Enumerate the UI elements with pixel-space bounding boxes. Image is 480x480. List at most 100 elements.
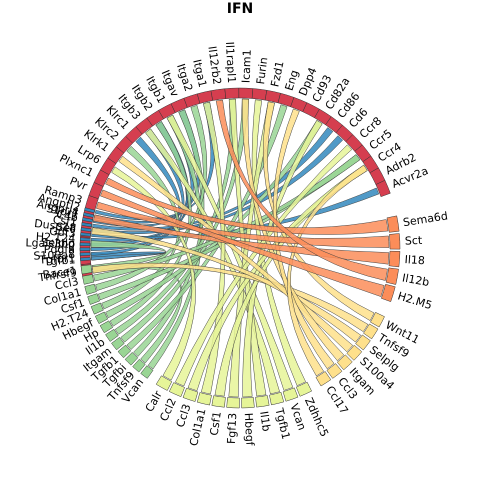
sector-il1rapl1	[224, 87, 240, 99]
sector-il12b	[385, 267, 399, 285]
sector-label: H2.M5	[396, 289, 434, 312]
sector-label: Zdhhc5	[302, 396, 331, 439]
sector-selplg	[355, 334, 371, 351]
sector-h2-t24	[90, 302, 104, 315]
sector-vcan	[282, 387, 299, 402]
sector-il1b	[255, 395, 270, 408]
sector-label: Selplg	[41, 236, 75, 250]
sector-tnfsf9	[363, 323, 379, 340]
sector-acvr2a	[375, 179, 391, 198]
link-tgfb1-to-eng	[126, 104, 288, 350]
sector-label: Ccl3	[54, 275, 80, 293]
sector-label: Il12rb2	[205, 45, 223, 85]
sector-label: C4b	[55, 208, 79, 225]
sector-label: Il1b	[257, 410, 273, 432]
sector-tgfb1	[80, 257, 91, 262]
link-ccl17-to-ccr4	[287, 164, 368, 377]
sector-pdgfa	[79, 247, 91, 251]
sector-label: Sct	[405, 234, 424, 248]
sector-wnt11	[370, 312, 385, 328]
sector-dusp18	[80, 227, 92, 232]
sector-label: Csf1	[52, 213, 78, 230]
link-calr-to-lrp6	[111, 166, 196, 381]
sector-il12rb2	[210, 88, 227, 101]
links-layer	[90, 98, 390, 398]
sector-label: H2.T24	[35, 230, 75, 245]
link-bace1-to-selplg	[90, 240, 166, 272]
sector-label: S1pr1	[45, 202, 79, 221]
sector-label: Il18	[404, 253, 425, 267]
sector-lgals3bp	[79, 242, 91, 247]
sector-bace1	[80, 264, 93, 275]
sector-csf1	[211, 395, 226, 408]
chart-title: IFN	[227, 1, 254, 17]
sector-col1a1	[84, 283, 97, 295]
sector-tnfsf9	[132, 358, 146, 373]
sector-label: Pdgfa	[44, 243, 75, 256]
sector-c4b	[82, 217, 94, 223]
sector-gdf3	[80, 232, 91, 237]
sector-label: Hbegf	[242, 412, 257, 447]
sector-hbegf	[94, 311, 109, 324]
sector-hp	[99, 320, 114, 334]
link-sema6d-to-plxnc1	[105, 177, 389, 235]
sector-h2-t24	[79, 237, 91, 242]
sector-ccl3	[182, 387, 199, 402]
sector-h2-m5	[380, 283, 396, 302]
sector-tgfbi	[124, 352, 139, 366]
sector-zdhhc5	[295, 381, 312, 397]
sector-il1b	[105, 328, 119, 342]
sector-s100a4	[346, 344, 363, 361]
sector-label: Tgfbr1	[38, 251, 76, 266]
sector-label: Tgfb1	[42, 253, 75, 268]
sector-col1a1	[196, 392, 212, 406]
sector-label: Sema6d	[402, 209, 449, 229]
sector-fzd1	[264, 89, 281, 104]
sector-label: Pvr	[68, 174, 90, 193]
sector-fgf13	[226, 397, 240, 409]
sector-label: S100a8	[33, 248, 75, 263]
sector-itgam	[111, 336, 125, 351]
sector-itgam	[336, 354, 353, 371]
sector-ccl17	[315, 371, 332, 387]
sector-s100a8	[79, 252, 91, 257]
sector-sema6d	[386, 215, 400, 233]
link-sct-to-ramp3	[96, 201, 390, 248]
sector-icam1	[238, 87, 254, 99]
sector-ccl2	[168, 382, 185, 398]
sector-tgfb1	[269, 391, 285, 406]
sector-itga1	[196, 90, 214, 104]
link-h2-m5-to-pvr	[100, 189, 385, 297]
sector-label: Csf1	[208, 411, 224, 437]
sector-ccl3	[326, 363, 343, 379]
link-s100a4-to-klrk1	[118, 155, 354, 353]
sector-angptl4	[83, 212, 95, 218]
sector-label: Itga1	[190, 58, 209, 88]
sector-angptl2	[84, 207, 96, 214]
sector-calr	[155, 375, 173, 391]
sector-label: Furin	[254, 56, 270, 85]
sector-tgfb1	[117, 344, 132, 359]
sector-label: Lgals3bp	[25, 236, 75, 250]
sector-label: Fzd1	[268, 60, 286, 88]
sector-label: Il12b	[401, 271, 430, 289]
sector-csf1	[87, 293, 100, 305]
sector-hbegf	[241, 397, 255, 409]
sectors-layer	[79, 87, 401, 409]
link-selplg-to-sell	[91, 227, 362, 343]
sector-label: Il1rapl1	[223, 41, 238, 83]
sector-label: Dusp18	[34, 217, 77, 235]
sector-label: Bace1	[42, 264, 78, 282]
link-il12b-to-il12rb2	[215, 99, 388, 281]
sector-label: Fgf13	[225, 413, 239, 445]
sector-label: Gdf3	[49, 225, 76, 240]
sector-csf1	[81, 222, 93, 228]
sector-il18	[388, 250, 401, 268]
sector-label: Eng	[283, 68, 302, 92]
sector-label: Icam1	[240, 49, 254, 83]
sector-label: Sell	[56, 220, 77, 235]
sector-label: Tnfrsf9	[37, 266, 78, 285]
sector-furin	[251, 88, 268, 101]
sector-vcan	[140, 365, 154, 379]
